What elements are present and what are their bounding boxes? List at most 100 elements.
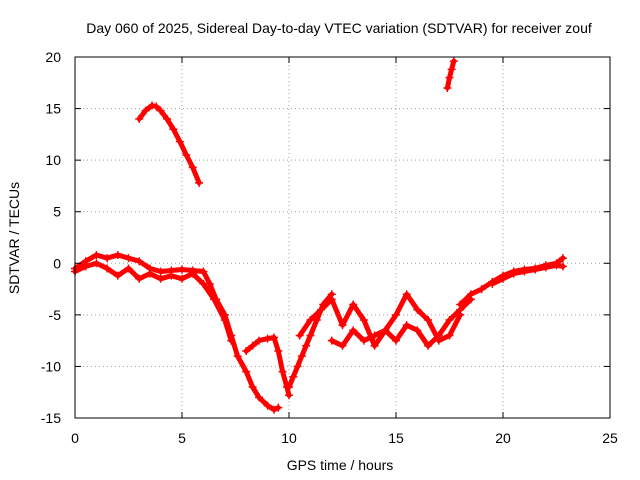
data-point: [402, 290, 411, 299]
data-point: [289, 372, 298, 381]
data-point: [392, 336, 400, 345]
axis-ticks: 0 5 10 15 20 25 -15 -10 -5 0 5 10 15 20: [41, 49, 618, 446]
y-tick-label: -5: [49, 307, 62, 323]
data-point: [445, 73, 454, 82]
data-point: [274, 346, 283, 355]
data-point: [520, 267, 529, 276]
data-series-group: [71, 57, 567, 414]
y-tick-label: 0: [53, 255, 61, 271]
data-series-arc-e: [295, 290, 465, 350]
x-tick-label: 5: [178, 430, 186, 446]
x-tick-label: 15: [388, 430, 404, 446]
data-point: [81, 262, 90, 271]
data-point: [413, 305, 422, 314]
data-point: [141, 106, 150, 115]
data-point: [317, 305, 326, 314]
data-point: [113, 251, 122, 260]
data-point: [270, 405, 279, 414]
data-point: [402, 321, 411, 330]
data-point: [477, 285, 486, 294]
data-point: [338, 321, 347, 330]
data-point: [552, 261, 561, 270]
series-trace: [297, 291, 463, 349]
data-point: [167, 271, 176, 280]
data-point: [370, 331, 379, 340]
data-series-arc-h: [488, 261, 567, 288]
data-point: [359, 336, 368, 345]
data-point: [199, 267, 208, 276]
data-point: [178, 274, 186, 283]
data-point: [270, 333, 279, 342]
data-point: [338, 341, 347, 350]
data-point: [509, 269, 518, 278]
data-point: [113, 271, 122, 280]
data-point: [156, 274, 165, 283]
data-point: [248, 341, 257, 350]
data-series-arc-c: [242, 333, 293, 400]
data-point: [456, 300, 465, 309]
data-point: [413, 326, 422, 335]
data-point: [297, 352, 306, 361]
data-point: [392, 310, 400, 319]
data-point: [135, 257, 144, 266]
x-tick-label: 20: [495, 430, 511, 446]
data-point: [424, 341, 433, 350]
data-point: [349, 300, 358, 309]
data-series-arc-f: [327, 295, 475, 350]
data-point: [210, 295, 219, 304]
data-point: [558, 254, 567, 263]
data-point: [293, 362, 302, 371]
data-point: [242, 367, 251, 376]
data-series-arc-high-2: [443, 57, 458, 92]
data-point: [163, 114, 172, 123]
data-point: [135, 114, 144, 123]
data-point: [327, 336, 336, 345]
x-tick-label: 0: [71, 430, 79, 446]
data-point: [434, 331, 443, 340]
data-point: [178, 265, 186, 274]
y-axis-label: SDTVAR / TECUs: [6, 182, 22, 294]
series-trace: [329, 296, 474, 349]
data-point: [349, 326, 358, 335]
data-point: [182, 150, 191, 159]
data-point: [302, 341, 311, 350]
y-tick-label: -15: [41, 410, 61, 426]
y-tick-label: 20: [45, 49, 61, 65]
data-point: [92, 251, 101, 260]
data-point: [145, 269, 154, 278]
data-point: [447, 65, 456, 74]
data-point: [92, 259, 101, 268]
data-point: [285, 383, 293, 392]
data-point: [124, 264, 133, 273]
data-point: [449, 57, 458, 66]
data-point: [199, 279, 208, 288]
data-point: [499, 274, 507, 283]
data-point: [156, 267, 165, 276]
data-point: [531, 265, 540, 274]
data-point: [488, 279, 497, 288]
data-point: [466, 290, 475, 299]
data-point: [359, 316, 368, 325]
data-point: [370, 341, 379, 350]
data-point: [285, 391, 293, 400]
data-point: [327, 295, 336, 304]
y-tick-label: -10: [41, 358, 61, 374]
data-point: [255, 393, 264, 402]
chart-title: Day 060 of 2025, Sidereal Day-to-day VTE…: [86, 20, 592, 36]
data-point: [242, 346, 251, 355]
x-tick-label: 10: [281, 430, 297, 446]
data-point: [558, 262, 567, 271]
data-point: [175, 137, 184, 146]
data-point: [424, 316, 433, 325]
data-point: [445, 316, 454, 325]
data-point: [278, 367, 287, 376]
data-point: [227, 336, 236, 345]
data-point: [152, 102, 161, 111]
data-point: [248, 383, 257, 392]
data-point: [124, 254, 133, 263]
grid-lines: [75, 57, 610, 418]
data-point: [295, 331, 304, 340]
data-point: [255, 336, 264, 345]
